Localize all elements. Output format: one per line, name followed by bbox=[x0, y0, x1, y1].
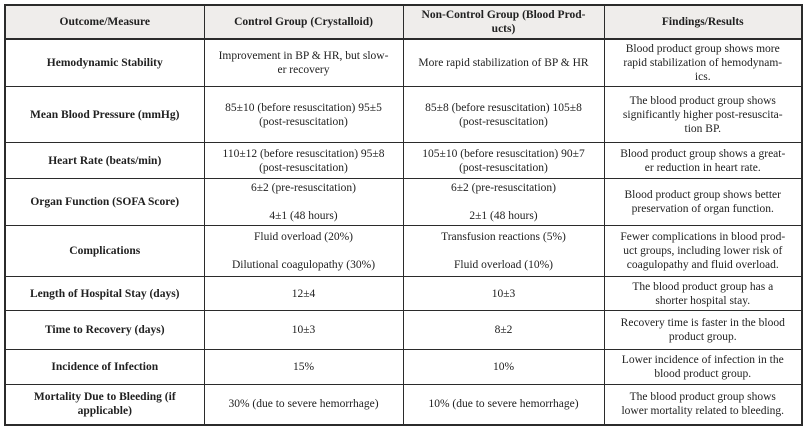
cell-noncontrol: 10±3 bbox=[402, 276, 605, 311]
cell-noncontrol: 10% bbox=[402, 349, 605, 385]
cell-noncontrol: 8±2 bbox=[402, 310, 605, 350]
cell-noncontrol: 6±2 (pre-resuscitation) 2±1 (48 hours) bbox=[402, 178, 605, 226]
cell-control: 110±12 (before resuscitation) 95±8 (post… bbox=[203, 142, 404, 179]
cell-outcome: Mean Blood Pressure (mmHg) bbox=[4, 86, 205, 143]
cell-control: 85±10 (before resuscitation) 95±5 (post-… bbox=[203, 86, 404, 143]
cell-control: Fluid overload (20%) Dilutional coagulop… bbox=[203, 225, 404, 277]
cell-outcome: Mortality Due to Bleeding (if applicable… bbox=[4, 384, 205, 425]
col-header-control-group: Control Group (Crystalloid) bbox=[203, 4, 404, 40]
table-row-heart-rate: Heart Rate (beats/min) 110±12 (before re… bbox=[4, 142, 803, 179]
table-row-time-to-recovery: Time to Recovery (days) 10±3 8±2 Recover… bbox=[4, 310, 803, 350]
cell-findings: The blood product group shows lower mort… bbox=[603, 384, 803, 425]
cell-findings: Blood product group shows a great- er re… bbox=[603, 142, 803, 179]
cell-noncontrol: 10% (due to severe hemorrhage) bbox=[402, 384, 605, 425]
cell-outcome: Length of Hospital Stay (days) bbox=[4, 276, 205, 311]
cell-outcome: Heart Rate (beats/min) bbox=[4, 142, 205, 179]
col-header-noncontrol-group: Non-Control Group (Blood Prod- ucts) bbox=[402, 4, 605, 40]
cell-findings: Recovery time is faster in the blood pro… bbox=[603, 310, 803, 350]
table-row-hospital-stay: Length of Hospital Stay (days) 12±4 10±3… bbox=[4, 276, 803, 311]
cell-findings: Lower incidence of infection in the bloo… bbox=[603, 349, 803, 385]
cell-findings: The blood product group has a shorter ho… bbox=[603, 276, 803, 311]
cell-control: 12±4 bbox=[203, 276, 404, 311]
cell-noncontrol: Transfusion reactions (5%) Fluid overloa… bbox=[402, 225, 605, 277]
cell-control: 15% bbox=[203, 349, 404, 385]
cell-noncontrol: More rapid stabilization of BP & HR bbox=[402, 38, 605, 87]
table-row-mortality: Mortality Due to Bleeding (if applicable… bbox=[4, 384, 803, 425]
outcomes-table-container: Outcome/Measure Control Group (Crystallo… bbox=[4, 4, 803, 426]
cell-outcome: Hemodynamic Stability bbox=[4, 38, 205, 87]
table-row-hemodynamic-stability: Hemodynamic Stability Improvement in BP … bbox=[4, 38, 803, 87]
header-row: Outcome/Measure Control Group (Crystallo… bbox=[4, 4, 803, 40]
cell-control: Improvement in BP & HR, but slow- er rec… bbox=[203, 38, 404, 87]
cell-findings: Blood product group shows better preserv… bbox=[603, 178, 803, 226]
table-row-complications: Complications Fluid overload (20%) Dilut… bbox=[4, 225, 803, 277]
cell-control: 10±3 bbox=[203, 310, 404, 350]
cell-control: 30% (due to severe hemorrhage) bbox=[203, 384, 404, 425]
table-row-organ-function: Organ Function (SOFA Score) 6±2 (pre-res… bbox=[4, 178, 803, 226]
cell-control: 6±2 (pre-resuscitation) 4±1 (48 hours) bbox=[203, 178, 404, 226]
table-row-incidence-of-infection: Incidence of Infection 15% 10% Lower inc… bbox=[4, 349, 803, 385]
cell-findings: Blood product group shows more rapid sta… bbox=[603, 38, 803, 87]
cell-outcome: Organ Function (SOFA Score) bbox=[4, 178, 205, 226]
outcomes-comparison-table: Outcome/Measure Control Group (Crystallo… bbox=[4, 4, 803, 426]
cell-outcome: Time to Recovery (days) bbox=[4, 310, 205, 350]
cell-noncontrol: 85±8 (before resuscitation) 105±8 (post-… bbox=[402, 86, 605, 143]
cell-findings: The blood product group shows significan… bbox=[603, 86, 803, 143]
cell-findings: Fewer complications in blood prod- uct g… bbox=[603, 225, 803, 277]
cell-outcome: Complications bbox=[4, 225, 205, 277]
col-header-outcome: Outcome/Measure bbox=[4, 4, 205, 40]
table-row-mean-blood-pressure: Mean Blood Pressure (mmHg) 85±10 (before… bbox=[4, 86, 803, 143]
cell-noncontrol: 105±10 (before resuscitation) 90±7 (post… bbox=[402, 142, 605, 179]
col-header-findings: Findings/Results bbox=[603, 4, 803, 40]
cell-outcome: Incidence of Infection bbox=[4, 349, 205, 385]
